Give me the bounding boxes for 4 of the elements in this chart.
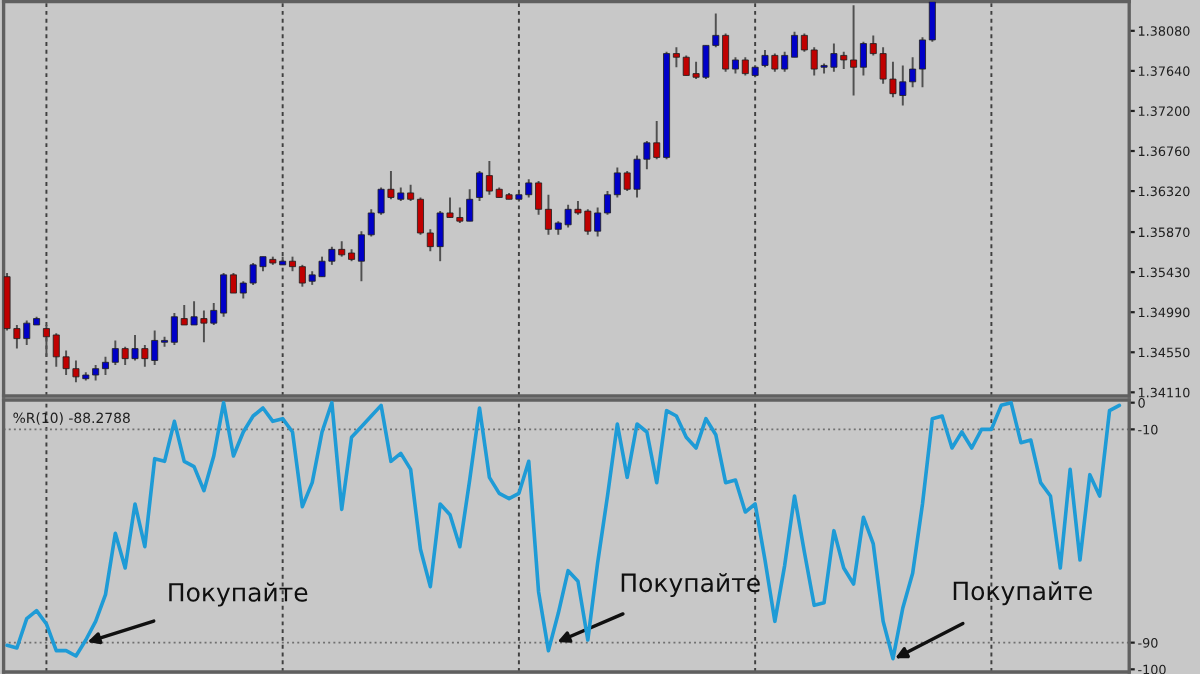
annotation: Покупайте: [621, 572, 760, 598]
line-series: [5, 400, 1122, 661]
annotation: Покупайте: [953, 581, 1092, 606]
annotation: Покупайте: [169, 582, 308, 607]
